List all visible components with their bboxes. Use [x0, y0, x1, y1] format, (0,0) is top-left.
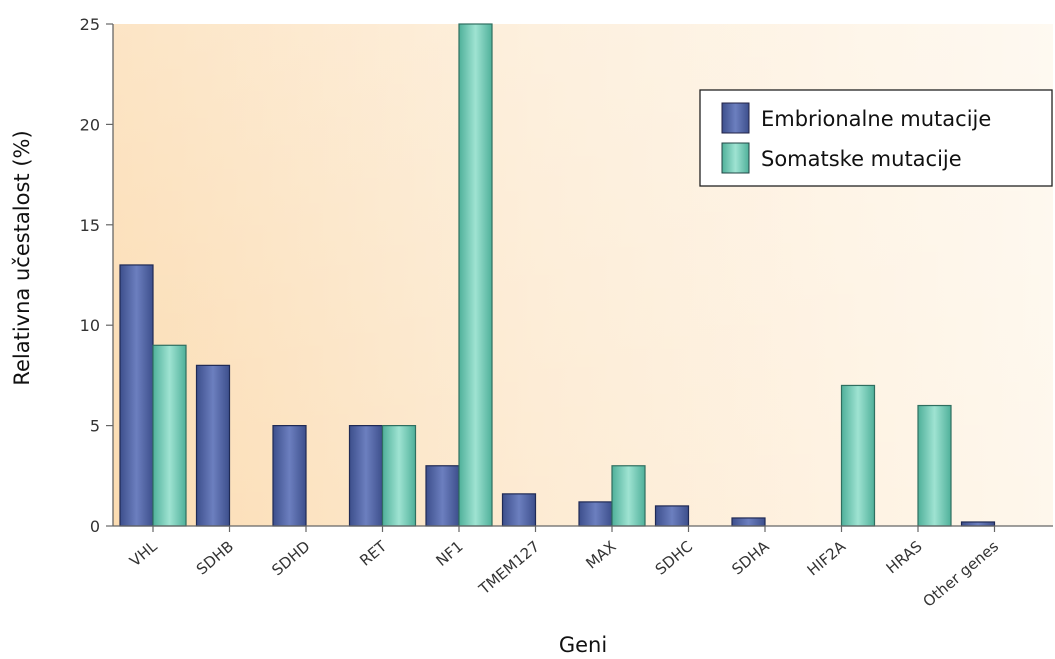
x-tick-label: SDHD — [268, 537, 313, 579]
legend: Embrionalne mutacije Somatske mutacije — [699, 89, 1053, 187]
bar-somatske — [917, 404, 952, 527]
x-tick-label: MAX — [582, 537, 619, 572]
bar-embrionalne — [731, 517, 766, 527]
bar-embrionalne — [272, 425, 307, 527]
legend-swatch-embrionalne — [721, 102, 750, 134]
y-tick-label: 20 — [80, 115, 100, 134]
legend-label-embrionalne: Embrionalne mutacije — [761, 107, 991, 131]
y-tick-label: 25 — [80, 15, 100, 34]
bar-somatske — [152, 344, 187, 527]
x-tick-label: Other genes — [920, 537, 1003, 610]
bar-embrionalne — [501, 493, 537, 527]
bar-embrionalne — [348, 425, 384, 527]
y-tick-label: 0 — [90, 517, 100, 536]
y-axis-ticks: 0 5 10 15 20 25 — [80, 15, 113, 536]
x-axis-title: Geni — [559, 633, 607, 657]
bar-somatske — [381, 425, 417, 527]
x-tick-label: NF1 — [432, 537, 466, 570]
y-tick-label: 15 — [80, 216, 100, 235]
bars — [119, 23, 996, 527]
y-tick-label: 5 — [90, 417, 100, 436]
y-axis-title: Relativna učestalost (%) — [10, 130, 34, 385]
bar-embrionalne — [425, 465, 460, 527]
bar-somatske — [840, 384, 876, 527]
x-tick-label: TMEM127 — [475, 537, 543, 598]
x-axis-ticks: VHL SDHB SDHD RET NF1 TMEM127 MAX SDHC SDHA HIF2A… — [126, 526, 1002, 611]
x-tick-label: SDHC — [652, 537, 696, 578]
bar-embrionalne — [195, 364, 231, 527]
x-tick-label: SDHB — [193, 537, 237, 578]
x-tick-label: SDHA — [728, 537, 773, 579]
bar-embrionalne — [578, 501, 613, 527]
y-tick-label: 10 — [80, 316, 100, 335]
x-tick-label: VHL — [126, 537, 161, 570]
bar-embrionalne — [654, 505, 690, 527]
x-tick-label: RET — [356, 537, 390, 570]
bar-somatske — [458, 23, 493, 527]
legend-swatch-somatske — [721, 142, 750, 174]
x-tick-label: HRAS — [883, 537, 926, 577]
x-tick-label: HIF2A — [804, 537, 850, 580]
legend-label-somatske: Somatske mutacije — [761, 147, 962, 171]
bar-somatske — [611, 465, 646, 527]
bar-embrionalne — [119, 264, 154, 527]
legend-box — [699, 89, 1053, 187]
